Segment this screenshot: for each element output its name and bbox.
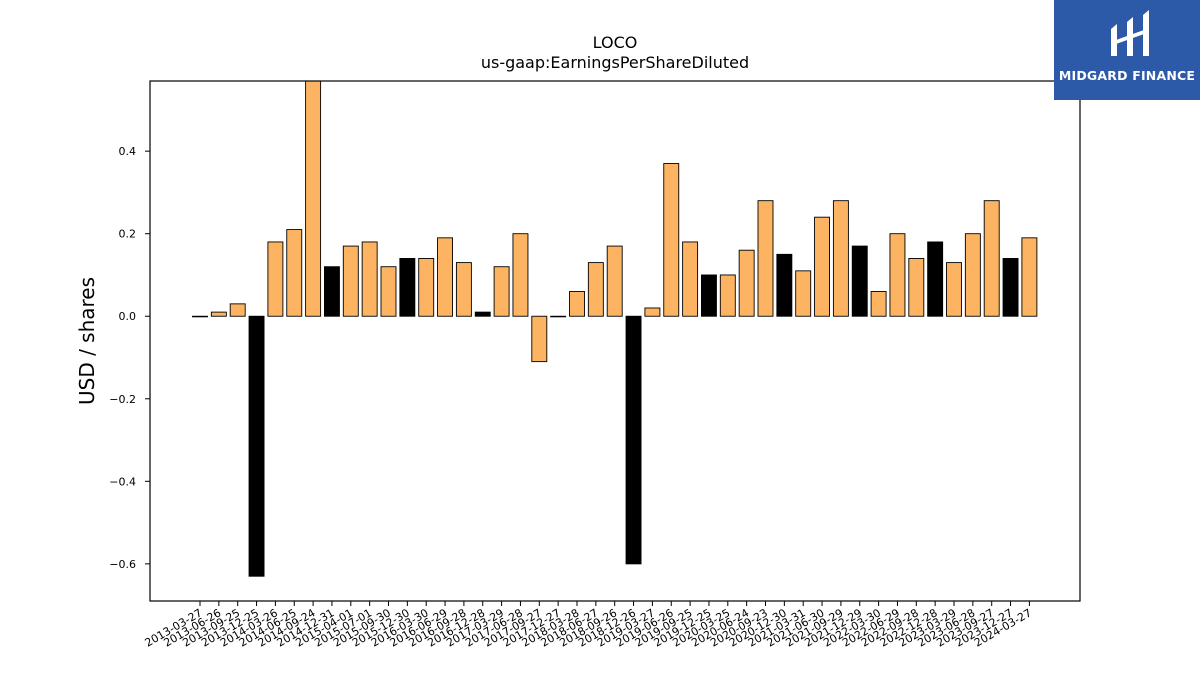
bar-2021-12-29 <box>851 245 868 317</box>
bar-2014-09-24 <box>305 80 322 317</box>
y-tick-label: 0.2 <box>119 228 137 241</box>
bar-2022-03-30 <box>870 291 887 317</box>
y-tick-label: 0.4 <box>119 145 137 158</box>
y-tick-label: −0.2 <box>109 393 136 406</box>
y-tick-label: −0.4 <box>109 475 136 488</box>
bar-2013-12-25 <box>248 315 265 577</box>
bar-2020-12-30 <box>776 253 793 317</box>
bar-2014-12-31 <box>324 266 340 317</box>
bar-2018-03-28 <box>569 291 585 317</box>
bar-2023-12-27 <box>1002 258 1019 317</box>
bar-2015-07-01 <box>361 241 378 317</box>
bar-2017-03-29 <box>493 266 510 317</box>
bar-2016-09-28 <box>455 262 472 317</box>
plot-area: −0.6−0.4−0.20.00.20.42013-03-272013-06-2… <box>109 80 1038 650</box>
bar-2017-09-27 <box>531 315 548 363</box>
bar-2017-12-27 <box>550 315 567 318</box>
bar-2022-12-28 <box>927 241 944 317</box>
bar-2020-03-25 <box>719 274 736 317</box>
bar-2013-03-27 <box>192 315 208 318</box>
y-axis-label: USD / shares <box>75 277 99 405</box>
bar-2013-09-25 <box>229 303 246 317</box>
bar-2018-12-26 <box>625 315 642 565</box>
midgard-m-mark-icon <box>1111 10 1149 56</box>
bar-2022-09-28 <box>908 258 925 317</box>
bar-2022-06-29 <box>889 233 906 317</box>
bar-2020-09-23 <box>757 200 774 317</box>
bar-2021-09-29 <box>832 200 849 317</box>
bar-2018-06-27 <box>587 262 604 317</box>
bar-2023-03-29 <box>946 262 962 317</box>
bar-2023-09-27 <box>983 200 1000 317</box>
y-tick-label: −0.6 <box>109 558 136 571</box>
bar-2015-12-30 <box>399 258 416 317</box>
bar-2021-06-30 <box>814 216 830 317</box>
bar-2014-03-26 <box>267 241 284 317</box>
chart-subtitle: us-gaap:EarningsPerShareDiluted <box>481 53 749 72</box>
bar-2015-09-30 <box>380 266 397 317</box>
bar-2016-12-28 <box>474 311 491 317</box>
brand-logo: MIDGARD FINANCE <box>1054 0 1200 100</box>
bar-2019-12-25 <box>701 274 717 317</box>
bar-2020-06-24 <box>738 249 755 317</box>
bar-2015-04-01 <box>342 245 359 317</box>
bar-2013-06-26 <box>210 311 227 317</box>
chart-title: LOCO <box>593 33 638 52</box>
bar-2019-06-26 <box>663 163 680 317</box>
bar-2017-06-28 <box>512 233 529 317</box>
bar-2019-03-27 <box>644 307 661 317</box>
bar-2021-03-31 <box>795 270 812 317</box>
plot-frame <box>149 80 1081 602</box>
bar-2016-03-30 <box>418 258 435 317</box>
bar-2023-06-28 <box>964 233 981 317</box>
bar-2014-06-25 <box>286 229 303 317</box>
brand-name: MIDGARD FINANCE <box>1058 68 1196 83</box>
bar-2019-09-25 <box>682 241 699 317</box>
bar-2018-09-26 <box>606 245 623 317</box>
bar-2024-03-27 <box>1021 237 1038 317</box>
y-tick-label: 0.0 <box>119 310 137 323</box>
bar-2016-06-29 <box>437 237 453 317</box>
